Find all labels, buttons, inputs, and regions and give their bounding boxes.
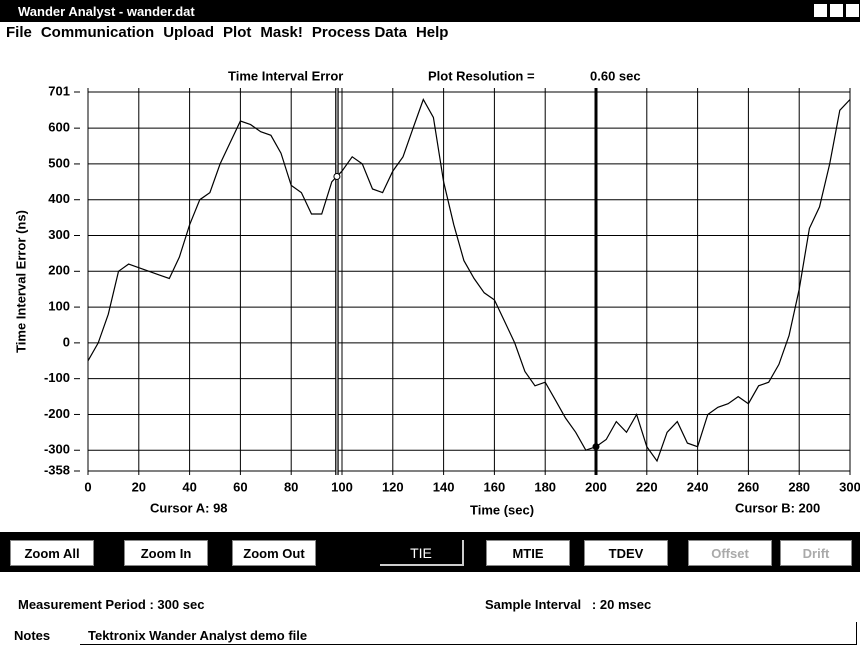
toolbar-button[interactable]: Zoom In	[124, 540, 208, 566]
menu-item[interactable]: Process Data	[311, 24, 407, 41]
x-tick-label: 0	[84, 479, 91, 494]
cursor-marker	[333, 172, 341, 180]
tie-line	[87, 98, 851, 463]
toolbar-button[interactable]: TIE	[380, 540, 464, 566]
x-tick-label: 260	[738, 479, 760, 494]
y-tick-label: 0	[63, 334, 70, 349]
toolbar-button: Offset	[688, 540, 772, 566]
toolbar-button[interactable]: MTIE	[486, 540, 570, 566]
toolbar: Zoom All Zoom In Zoom Out TIE MTIE TDEV Offset…	[0, 532, 860, 572]
x-tick-label: 100	[331, 479, 353, 494]
x-tick-label: 160	[484, 479, 506, 494]
menu-item[interactable]: Plot	[223, 24, 252, 41]
menu-item[interactable]: Mask!	[260, 24, 303, 41]
y-tick-label: -100	[44, 370, 70, 385]
y-tick-label: -358	[44, 462, 70, 477]
measurement-period: Measurement Period : 300 sec	[18, 597, 205, 612]
x-tick-label: 280	[788, 479, 810, 494]
y-tick-label: 300	[48, 227, 70, 242]
resolution-value: 0.60 sec	[590, 68, 641, 83]
menu-bar: File Communication Upload Plot Mask! Process …	[6, 24, 457, 46]
x-tick-label: 180	[534, 479, 556, 494]
close-button[interactable]	[846, 4, 859, 17]
x-tick-label: 140	[433, 479, 455, 494]
toolbar-button[interactable]: Zoom All	[10, 540, 94, 566]
y-tick-label: 100	[48, 299, 70, 314]
notes-field[interactable]: Tektronix Wander Analyst demo file	[80, 622, 857, 645]
y-tick-label: 600	[48, 120, 70, 135]
toolbar-button[interactable]: Zoom Out	[232, 540, 316, 566]
y-axis-label: Time Interval Error (ns)	[13, 210, 28, 353]
window-title: Wander Analyst - wander.dat	[18, 4, 195, 19]
menu-item[interactable]: File	[6, 24, 32, 41]
y-tick-label: 500	[48, 155, 70, 170]
x-tick-label: 60	[233, 479, 247, 494]
menu-item[interactable]: Help	[415, 24, 449, 41]
y-tick-label: -200	[44, 406, 70, 421]
notes-label: Notes	[14, 628, 51, 643]
resolution-label: Plot Resolution =	[428, 68, 535, 83]
x-tick-label: 120	[382, 479, 404, 494]
x-tick-label: 40	[182, 479, 196, 494]
x-tick-label: 20	[132, 479, 146, 494]
x-tick-label: 240	[687, 479, 709, 494]
sample-interval: Sample Interval : 20 msec	[485, 597, 652, 612]
y-tick-label: 200	[48, 263, 70, 278]
title-bar: Wander Analyst - wander.dat	[0, 0, 860, 22]
menu-item[interactable]: Communication	[40, 24, 155, 41]
notes-text: Tektronix Wander Analyst demo file	[88, 628, 308, 643]
x-tick-label: 220	[636, 479, 658, 494]
menu-item[interactable]: Upload	[163, 24, 215, 41]
y-tick-label: 400	[48, 191, 70, 206]
toolbar-button[interactable]: TDEV	[584, 540, 668, 566]
maximize-button[interactable]	[830, 4, 843, 17]
cursor-label: Cursor B: 200	[735, 500, 820, 515]
y-tick-label: 701	[48, 83, 70, 98]
toolbar-button: Drift	[780, 540, 852, 566]
x-axis-label: Time (sec)	[470, 502, 534, 517]
cursor-marker	[592, 443, 600, 451]
minimize-button[interactable]	[814, 4, 827, 17]
chart-title: Time Interval Error	[228, 68, 343, 83]
chart: Time Interval Error Plot Resolution = 0.60…	[13, 68, 860, 517]
x-tick-label: 200	[585, 479, 607, 494]
cursor-label: Cursor A: 98	[150, 500, 228, 515]
x-tick-label: 300	[839, 479, 860, 494]
x-tick-label: 80	[284, 479, 298, 494]
y-tick-label: -300	[44, 442, 70, 457]
